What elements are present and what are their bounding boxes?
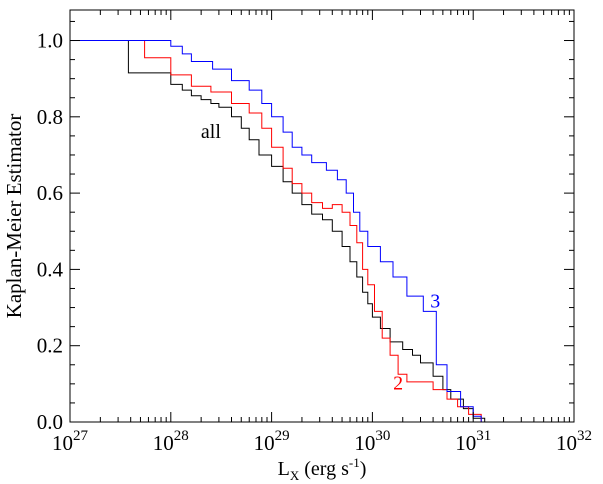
x-axis-label-sup: -1	[349, 455, 360, 470]
y-tick-label: 0.0	[37, 410, 63, 434]
x-tick-label-base: 10	[455, 431, 476, 455]
y-tick-label: 0.4	[37, 257, 64, 281]
x-tick-label-base: 10	[354, 431, 375, 455]
series-label-all: all	[201, 121, 221, 143]
y-tick-label: 0.8	[37, 105, 63, 129]
x-axis-label-main: L	[278, 458, 290, 480]
series-line-group-3	[70, 40, 574, 423]
x-tick-label-base: 10	[153, 431, 174, 455]
x-axis-label-rest: (erg s	[299, 458, 349, 480]
x-tick-label-exponent: 30	[375, 428, 390, 444]
y-tick-label: 1.0	[37, 29, 63, 53]
x-axis-label: LX (erg s-1)	[278, 455, 367, 483]
y-axis-label: Kaplan-Meier Estimator	[2, 114, 26, 319]
plot-frame	[69, 9, 575, 423]
y-tick-label: 0.6	[37, 181, 63, 205]
x-tick-label: 1028	[153, 428, 189, 455]
ticks-layer	[69, 10, 575, 423]
x-tick-label: 1027	[52, 428, 89, 455]
series-line-all	[70, 40, 574, 423]
series-label-group-2: 2	[393, 373, 403, 395]
x-tick-label-base: 10	[254, 431, 275, 455]
series-line-group-2	[70, 40, 574, 423]
y-tick-label: 0.2	[37, 334, 63, 358]
x-axis-label-sub: X	[290, 468, 300, 483]
x-tick-label-exponent: 29	[275, 428, 290, 444]
x-tick-label-exponent: 28	[174, 428, 189, 444]
x-tick-label: 1029	[254, 428, 290, 455]
x-axis-label-close: )	[360, 458, 367, 480]
series-layer	[70, 40, 574, 423]
x-tick-label-base: 10	[52, 431, 73, 455]
x-tick-label: 1030	[354, 428, 390, 455]
x-tick-label-exponent: 32	[577, 428, 592, 444]
labels-layer: 1027 1028 1029 1030 1031 10320.00.20.40.60.81…	[37, 29, 592, 455]
x-tick-label: 1031	[455, 428, 491, 455]
x-tick-label-exponent: 31	[476, 428, 491, 444]
x-tick-label: 1032	[556, 428, 592, 455]
x-tick-label-base: 10	[556, 431, 577, 455]
x-tick-label-exponent: 27	[73, 428, 89, 444]
series-label-group-3: 3	[430, 291, 440, 313]
